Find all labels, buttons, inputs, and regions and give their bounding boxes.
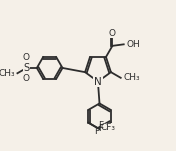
Text: F: F bbox=[95, 127, 100, 136]
Text: O: O bbox=[108, 29, 115, 38]
Text: CF₃: CF₃ bbox=[100, 124, 115, 132]
Text: CH₃: CH₃ bbox=[123, 73, 140, 82]
Text: CH₃: CH₃ bbox=[0, 69, 15, 78]
Text: F: F bbox=[98, 124, 103, 133]
Text: N: N bbox=[94, 77, 102, 87]
Text: S: S bbox=[24, 63, 30, 73]
Text: OH: OH bbox=[126, 40, 140, 49]
Text: O: O bbox=[22, 53, 29, 62]
Text: F: F bbox=[98, 121, 103, 130]
Text: O: O bbox=[22, 74, 29, 83]
